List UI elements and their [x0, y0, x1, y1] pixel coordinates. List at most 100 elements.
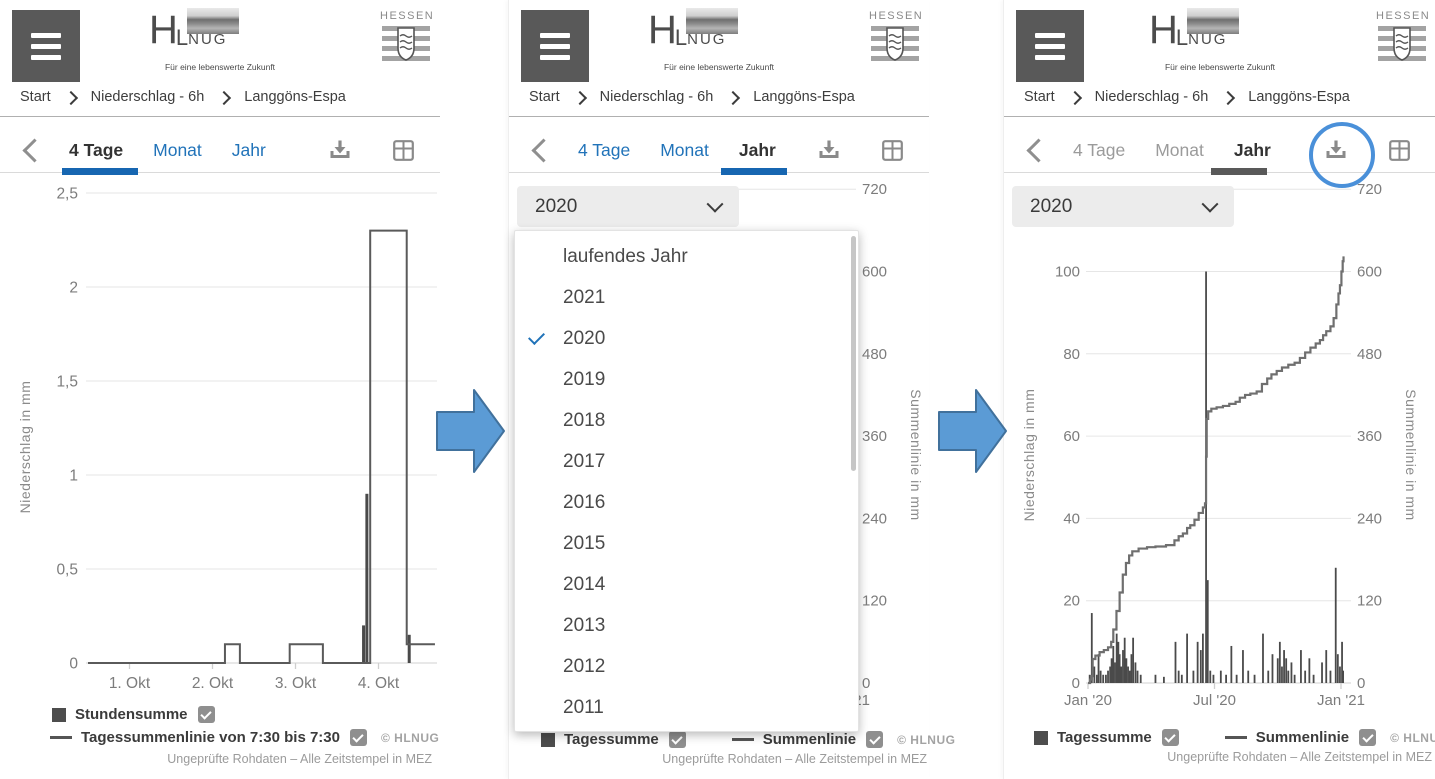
- summenlinie-checkbox[interactable]: [866, 731, 884, 748]
- daily-sum-bar: [1304, 670, 1307, 683]
- table-view-icon[interactable]: [393, 139, 414, 161]
- daily-sum-bar: [1278, 641, 1281, 683]
- year-option[interactable]: 2018: [563, 409, 606, 431]
- tab-jahr[interactable]: Jahr: [738, 139, 776, 160]
- year-option[interactable]: laufendes Jahr: [563, 245, 688, 267]
- menu-button[interactable]: [1016, 10, 1084, 82]
- download-icon[interactable]: [329, 140, 351, 160]
- year-option[interactable]: 2017: [563, 450, 606, 472]
- y-tick-label: 0: [69, 656, 78, 673]
- legend-label: Tagessumme: [564, 731, 659, 748]
- active-tab-underline: [721, 168, 787, 175]
- tab-monat[interactable]: Monat: [1155, 139, 1204, 160]
- year-option[interactable]: 2021: [563, 286, 606, 308]
- right-tick-label: 480: [1357, 346, 1382, 363]
- daily-sum-bar: [1321, 662, 1323, 683]
- hessen-word: HESSEN: [380, 10, 435, 22]
- hamburger-icon: [31, 32, 61, 38]
- year-option[interactable]: 2016: [563, 491, 606, 513]
- active-tab-underline: [1211, 168, 1267, 175]
- panel-four-day: 0 0,5 1 1,5 2 2,5 1. Okt 2. Okt 3. Okt 4. Okt Nied…: [0, 0, 440, 779]
- year-option[interactable]: 2015: [563, 532, 606, 554]
- daily-sum-bar: [1196, 641, 1199, 683]
- breadcrumb-measurement[interactable]: Niederschlag - 6h: [1094, 89, 1209, 105]
- daily-sum-bar: [1235, 674, 1238, 683]
- daily-sum-bar: [1225, 674, 1227, 683]
- daily-sum-bar: [1242, 650, 1244, 683]
- stundensumme-checkbox[interactable]: [197, 706, 215, 723]
- year-option[interactable]: 2019: [563, 368, 606, 390]
- copyright: © HLNUG: [1390, 730, 1435, 745]
- daily-sum-bar: [1162, 676, 1165, 683]
- daily-sum-bar: [1267, 670, 1270, 683]
- tab-monat[interactable]: Monat: [660, 139, 709, 160]
- daily-sum-bar: [1115, 633, 1118, 683]
- divider: [509, 116, 929, 117]
- left-tick-label: 20: [1063, 593, 1080, 610]
- daily-sum-bar: [1230, 645, 1233, 683]
- y-tick-label: 1: [69, 468, 78, 485]
- year-select[interactable]: 2020: [517, 186, 739, 227]
- breadcrumb-start[interactable]: Start: [529, 89, 560, 105]
- tagessumme-checkbox[interactable]: [1161, 729, 1179, 746]
- year-option[interactable]: 2011: [563, 696, 604, 718]
- hlnug-logo: H L NUG Für eine lebenswerte Zukunft: [135, 8, 305, 84]
- breadcrumb-start[interactable]: Start: [20, 89, 51, 105]
- right-axis-title: Summenlinie in mm: [908, 389, 924, 520]
- tab-4-tage[interactable]: 4 Tage: [69, 139, 124, 160]
- y-axis-title: Niederschlag in mm: [17, 381, 33, 514]
- tab-4-tage[interactable]: 4 Tage: [578, 139, 631, 160]
- year-option[interactable]: 2014: [563, 573, 606, 595]
- panel-year-result: 0 120 240 360 480 600 720 0 20 40 60 80 100 Jan '20 Ju…: [1003, 0, 1435, 779]
- copyright: © HLNUG: [380, 730, 440, 745]
- right-tick-label: 600: [1357, 264, 1382, 281]
- daily-sum-bar: [1097, 654, 1100, 683]
- daily-sum-bar: [1206, 580, 1209, 683]
- daily-sum-bar: [1283, 650, 1285, 683]
- tab-jahr[interactable]: Jahr: [1233, 139, 1271, 160]
- right-tick-label: 600: [862, 264, 887, 281]
- daily-sum-bar: [1132, 637, 1135, 683]
- breadcrumb-start[interactable]: Start: [1024, 89, 1055, 105]
- daily-sum-bar: [1117, 641, 1120, 683]
- hamburger-icon: [540, 32, 570, 38]
- table-view-icon[interactable]: [1389, 139, 1410, 161]
- bar-swatch: [541, 732, 555, 747]
- hessen-logo: HESSEN: [1376, 10, 1429, 71]
- year-option[interactable]: 2013: [563, 614, 606, 636]
- breadcrumb-station[interactable]: Langgöns-Espa: [753, 89, 855, 105]
- table-view-icon[interactable]: [882, 139, 903, 161]
- daily-sum-bar: [1102, 674, 1105, 683]
- chevron-down-icon: [706, 195, 724, 213]
- legend-label: Tagessummenlinie von 7:30 bis 7:30: [81, 729, 340, 746]
- daily-sum-bar: [1125, 658, 1128, 683]
- year-option-selected[interactable]: 2020: [515, 318, 858, 359]
- breadcrumb-station[interactable]: Langgöns-Espa: [244, 89, 346, 105]
- year-select[interactable]: 2020: [1012, 186, 1234, 227]
- daily-sum-bar: [1110, 658, 1113, 683]
- tab-jahr[interactable]: Jahr: [231, 139, 266, 160]
- tagessumme-checkbox[interactable]: [668, 731, 686, 748]
- menu-button[interactable]: [521, 10, 589, 82]
- year-chart: 0 120 240 360 480 600 720 0 20 40 60 80 100 Jan '20 Ju…: [1021, 181, 1419, 709]
- year-option[interactable]: 2012: [563, 655, 606, 677]
- tab-monat[interactable]: Monat: [153, 139, 202, 160]
- daily-sum-bar: [1329, 670, 1332, 683]
- menu-button[interactable]: [12, 10, 80, 82]
- right-tick-label: 240: [1357, 510, 1382, 527]
- hessen-logo: HESSEN: [380, 10, 435, 71]
- scrollbar[interactable]: [851, 236, 856, 471]
- raw-data-note: Ungeprüfte Rohdaten – Alle Zeitstempel i…: [662, 752, 927, 766]
- year-select-value: 2020: [535, 195, 578, 217]
- breadcrumb-measurement[interactable]: Niederschlag - 6h: [599, 89, 714, 105]
- breadcrumb-station[interactable]: Langgöns-Espa: [1248, 89, 1350, 105]
- tab-4-tage[interactable]: 4 Tage: [1073, 139, 1126, 160]
- breadcrumb-measurement[interactable]: Niederschlag - 6h: [90, 89, 205, 105]
- summenlinie-checkbox[interactable]: [1359, 729, 1377, 746]
- daily-sum-bar: [1192, 670, 1195, 683]
- hessen-flag-icon: [871, 26, 919, 61]
- bar-swatch: [52, 707, 66, 722]
- hlnug-logo: H L NUG Für eine lebenswerte Zukunft: [1149, 8, 1276, 72]
- download-icon[interactable]: [818, 140, 840, 160]
- tagessummenlinie-checkbox[interactable]: [349, 729, 367, 746]
